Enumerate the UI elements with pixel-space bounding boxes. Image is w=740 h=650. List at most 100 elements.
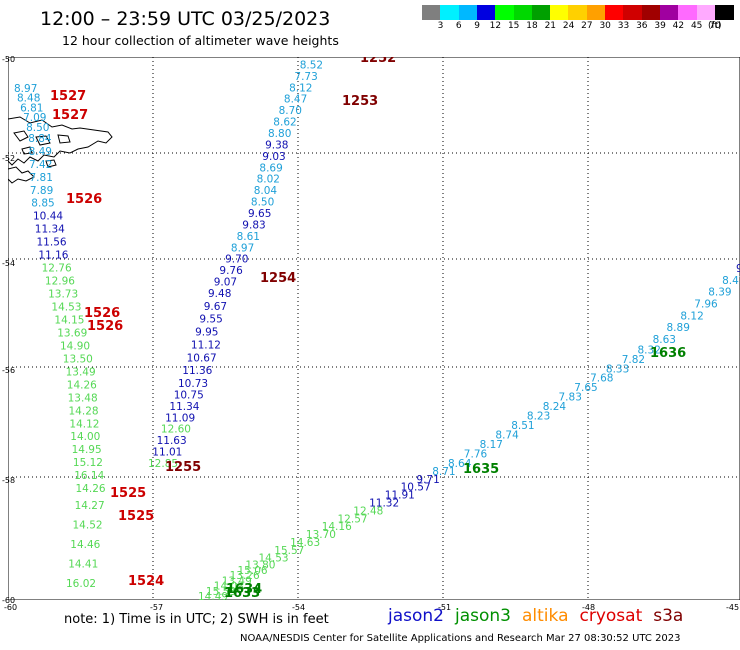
swh-value-jason3: 8.24 bbox=[543, 401, 567, 413]
swh-value-s3a: 12.85 bbox=[148, 458, 178, 470]
swh-value-cryosat: 8.85 bbox=[31, 198, 54, 210]
swh-value-s3a: 11.01 bbox=[152, 447, 182, 459]
longitude-label: -48 bbox=[582, 603, 596, 612]
pass-number-label: 1526 bbox=[84, 306, 120, 321]
swh-value-jason3: 8.64 bbox=[448, 458, 472, 470]
swh-value-jason3: 13.49 bbox=[222, 575, 252, 587]
swh-value-jason3: 13.80 bbox=[245, 560, 275, 572]
swh-value-s3a: 8.50 bbox=[251, 197, 274, 209]
swh-value-s3a: 9.70 bbox=[225, 254, 248, 266]
pass-labels: 1252125312541255152715271526152615261525… bbox=[50, 57, 686, 600]
colorbar-label: 3 bbox=[437, 21, 444, 31]
swh-value-cryosat: 7.81 bbox=[30, 172, 53, 184]
swh-value-s3a: 8.97 bbox=[231, 242, 254, 254]
longitude-label: -54 bbox=[292, 603, 306, 612]
pass-number-label: 1634 bbox=[226, 582, 262, 597]
swh-value-jason3: 13.26 bbox=[230, 570, 260, 582]
longitude-label: -45 bbox=[726, 603, 740, 612]
colorbar-label: 70 bbox=[709, 21, 721, 31]
pass-number-label: 1253 bbox=[342, 94, 378, 109]
colorbar-swatch bbox=[422, 5, 441, 20]
swh-value-s3a: 8.70 bbox=[279, 105, 302, 117]
colorbar-label: 45 bbox=[690, 21, 703, 31]
satellite-legend: jason2 jason3 altika cryosat s3a bbox=[388, 606, 694, 626]
graticule bbox=[8, 57, 740, 600]
swh-value-s3a: 8.02 bbox=[257, 174, 280, 186]
legend-entry-altika: altika bbox=[522, 606, 569, 626]
swh-value-cryosat: 14.41 bbox=[68, 559, 98, 571]
swh-value-cryosat: 13.50 bbox=[63, 353, 93, 365]
swh-value-s3a: 8.69 bbox=[259, 162, 282, 174]
swh-value-cryosat: 7.89 bbox=[30, 185, 53, 197]
swh-value-s3a: 11.34 bbox=[169, 401, 199, 413]
swh-value-jason3: 14.03 bbox=[214, 581, 244, 593]
latitude-label: -56 bbox=[2, 366, 16, 375]
colorbar-swatch bbox=[714, 5, 734, 20]
credit-line: NOAA/NESDIS Center for Satellite Applica… bbox=[240, 633, 681, 644]
swh-value-jason3: 7.76 bbox=[464, 449, 488, 461]
swh-value-jason3: 9.90 bbox=[736, 263, 740, 275]
swh-value-jason3: 7.82 bbox=[622, 354, 645, 366]
swh-value-cryosat: 14.27 bbox=[75, 500, 105, 512]
swh-value-s3a: 8.04 bbox=[254, 185, 278, 197]
pass-number-label: 1526 bbox=[87, 319, 123, 334]
colorbar-swatch bbox=[659, 5, 679, 20]
page-title: 12:00 – 23:59 UTC 03/25/2023 bbox=[40, 8, 331, 30]
swh-value-s3a: 11.36 bbox=[182, 365, 212, 377]
swh-value-cryosat: 6.81 bbox=[20, 103, 43, 115]
page-subtitle: 12 hour collection of altimeter wave hei… bbox=[62, 33, 339, 48]
legend-entry-jason2: jason2 bbox=[388, 606, 444, 626]
swh-value-jason3: 15.57 bbox=[274, 545, 304, 557]
footnote: note: 1) Time is in UTC; 2) SWH is in fe… bbox=[64, 612, 329, 627]
colorbar-swatch bbox=[531, 5, 551, 20]
swh-value-s3a: 12.60 bbox=[161, 424, 191, 436]
colorbar-swatch bbox=[605, 5, 624, 20]
colorbar-label: 12 bbox=[489, 21, 502, 31]
colorbar-swatch bbox=[495, 5, 515, 20]
swh-value-cryosat: 8.84 bbox=[28, 133, 52, 145]
colorbar-swatch bbox=[586, 5, 606, 20]
swh-value-s3a: 9.76 bbox=[219, 265, 243, 277]
swh-value-cryosat: 16.02 bbox=[66, 578, 96, 590]
swh-value-jason3: 8.74 bbox=[495, 430, 519, 442]
pass-number-label: 1527 bbox=[50, 89, 86, 104]
swh-value-cryosat: 14.53 bbox=[51, 302, 81, 314]
colorbar-swatch bbox=[440, 5, 460, 20]
swh-value-cryosat: 12.76 bbox=[42, 263, 72, 275]
swh-value-jason3: 12.57 bbox=[338, 513, 368, 525]
pass-number-label: 1636 bbox=[650, 346, 686, 361]
swh-value-s3a: 11.09 bbox=[165, 412, 195, 424]
swh-value-jason3: 7.65 bbox=[574, 382, 597, 394]
swh-value-cryosat: 11.16 bbox=[38, 250, 68, 262]
altimeter-tracks: 9.818.527.738.128.478.708.628.809.389.03… bbox=[14, 57, 740, 600]
swh-value-cryosat: 14.90 bbox=[60, 340, 90, 352]
latitude-label: -54 bbox=[2, 259, 16, 268]
colorbar-label: 33 bbox=[617, 21, 630, 31]
swh-value-cryosat: 13.48 bbox=[68, 392, 98, 404]
longitude-label: -60 bbox=[4, 603, 18, 612]
swh-value-cryosat: 15.12 bbox=[73, 457, 103, 469]
swh-value-s3a: 10.67 bbox=[187, 352, 217, 364]
swh-value-cryosat: 14.00 bbox=[70, 431, 100, 443]
longitude-label: -57 bbox=[150, 603, 164, 612]
swh-value-s3a: 9.03 bbox=[262, 151, 285, 163]
swh-value-jason3: 8.89 bbox=[667, 322, 690, 334]
swh-value-s3a: 8.61 bbox=[237, 231, 260, 243]
swh-value-cryosat: 14.15 bbox=[54, 315, 84, 327]
swh-value-s3a: 9.83 bbox=[242, 219, 265, 231]
colorbar-label: 18 bbox=[526, 21, 538, 31]
swh-value-cryosat: 8.49 bbox=[29, 146, 52, 158]
colorbar-swatch bbox=[458, 5, 478, 20]
swh-value-jason3: 8.12 bbox=[680, 310, 703, 322]
swh-value-s3a: 9.81 bbox=[305, 57, 328, 60]
swh-value-cryosat: 13.69 bbox=[57, 328, 87, 340]
swh-value-cryosat: 11.34 bbox=[35, 224, 65, 236]
swh-value-jason3: 8.23 bbox=[527, 411, 550, 423]
legend-entry-cryosat: cryosat bbox=[579, 606, 643, 626]
pass-number-label: 1525 bbox=[110, 486, 146, 501]
colorbar-swatch bbox=[513, 5, 533, 20]
swh-value-cryosat: 10.44 bbox=[33, 211, 63, 223]
swh-value-cryosat: 14.12 bbox=[69, 418, 99, 430]
swh-value-s3a: 8.52 bbox=[300, 59, 323, 71]
swh-value-jason3: 7.68 bbox=[590, 373, 613, 385]
